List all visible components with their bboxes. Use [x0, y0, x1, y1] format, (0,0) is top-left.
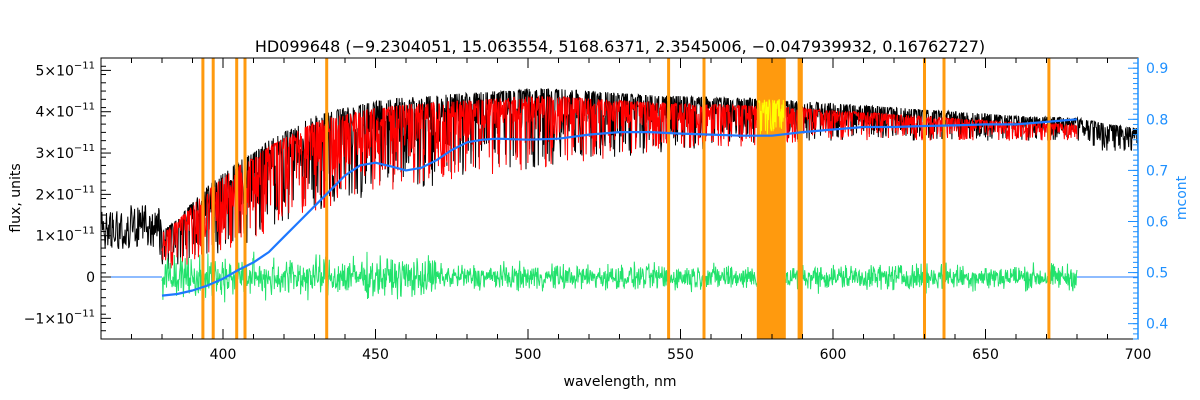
y-tick-mantissa: 4×10 [35, 105, 73, 121]
mask-line-1 [211, 58, 215, 339]
x-tick-label: 550 [667, 347, 694, 363]
y-tick-label: −1×10−11 [24, 308, 95, 327]
y-tick-mantissa: 3×10 [35, 146, 73, 162]
y-tick-exponent: −11 [74, 143, 95, 154]
y2-tick-label: 0.7 [1146, 163, 1168, 179]
y-tick-exponent: −11 [74, 184, 95, 195]
plot-area [101, 58, 1138, 339]
chart-title: HD099648 (−9.2304051, 15.063554, 5168.63… [255, 37, 985, 56]
y2-tick-label: 0.6 [1146, 214, 1168, 230]
x-tick-label: 400 [210, 347, 237, 363]
y-tick-exponent: −11 [74, 102, 95, 113]
y-tick-exponent: −11 [74, 60, 95, 71]
mask-line-4 [325, 58, 329, 339]
y-tick-label: 5×10−11 [35, 60, 95, 79]
y-tick-mantissa: 1×10 [35, 229, 73, 245]
y-tick-mantissa: −1×10 [24, 311, 74, 327]
mask-line-9 [923, 58, 926, 339]
y-tick-exponent: −11 [74, 226, 95, 237]
y-tick-label: 1×10−11 [35, 226, 95, 245]
masked-fit-line [758, 99, 785, 135]
y-tick-exponent: −11 [74, 308, 95, 319]
mask-line-8 [799, 58, 803, 339]
y-axis-label: flux, units [8, 163, 24, 232]
mask-line-0 [201, 58, 205, 339]
y-tick-label: 2×10−11 [35, 184, 95, 203]
x-tick-label: 500 [515, 347, 542, 363]
mask-line-5 [667, 58, 671, 339]
y-tick-mantissa: 5×10 [35, 63, 73, 79]
x-tick-label: 700 [1125, 347, 1152, 363]
x-tick-label: 600 [820, 347, 847, 363]
y-tick-label: 4×10−11 [35, 102, 95, 121]
continuum-mcont-line [161, 118, 1078, 297]
mask-line-2 [235, 58, 239, 339]
y2-tick-label: 0.4 [1146, 317, 1168, 333]
mask-line-11 [1047, 58, 1051, 339]
y2-axis-label: mcont [1174, 175, 1190, 220]
y-tick-label: 3×10−11 [35, 143, 95, 162]
y2-tick-label: 0.8 [1146, 112, 1168, 128]
axes: 400 450 500 550 600 650 700−1×10−1101×10−112×1… [24, 57, 1168, 363]
y2-tick-label: 0.9 [1146, 61, 1168, 77]
x-tick-label: 450 [362, 347, 389, 363]
mask-band [756, 58, 786, 339]
y2-tick-label: 0.5 [1146, 266, 1168, 282]
x-tick-label: 650 [972, 347, 999, 363]
mask-line-6 [702, 58, 706, 339]
y-tick-mantissa: 0 [86, 270, 95, 286]
mask-line-10 [942, 58, 946, 339]
y-tick-mantissa: 2×10 [35, 187, 73, 203]
x-axis-label: wavelength, nm [564, 374, 677, 390]
mask-line-3 [243, 58, 247, 339]
y-tick-label: 0 [86, 270, 95, 286]
mask-line-7 [797, 58, 801, 339]
residuals-line [161, 251, 1078, 303]
